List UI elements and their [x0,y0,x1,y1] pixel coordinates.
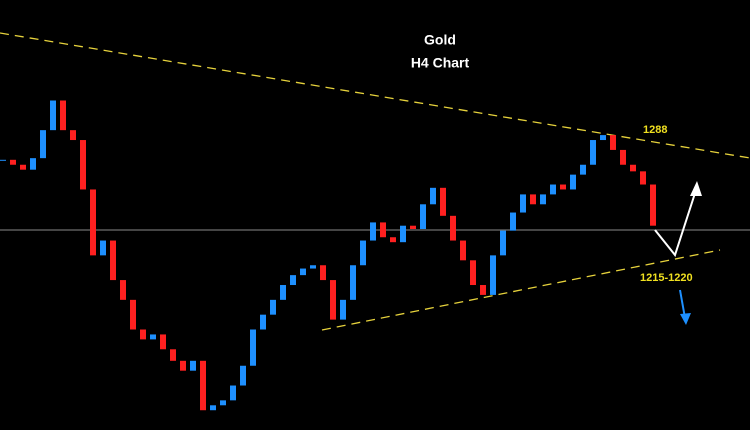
candle-body [450,215,456,241]
candle-body [440,187,446,216]
candle-body [620,149,626,165]
up-arrow [654,186,698,258]
candle-body [530,194,536,205]
candle-body [290,275,296,286]
candle-body [400,225,406,243]
candle-body [10,159,16,165]
candle-body [180,360,186,371]
candle-body [260,314,266,330]
candle-body [340,299,346,320]
chart-subtitle: H4 Chart [411,55,470,71]
candle-body [160,334,166,350]
candle-body [390,237,396,243]
up-arrow-head [690,181,702,196]
candle-body [430,187,436,205]
candle-body [60,100,66,131]
candle-body [500,230,506,256]
candle-body [130,299,136,330]
down-arrow [679,289,686,319]
chart-title: Gold [424,32,456,48]
candle-body [570,174,576,190]
candles [0,100,656,411]
candle-body [210,405,216,411]
candle-body [80,140,86,190]
candle-body [50,100,56,131]
down-arrow-head [680,313,691,325]
candle-body [200,360,206,411]
candle-body [140,329,146,340]
candle-body [190,360,196,371]
candle-body [600,135,606,141]
level-label: 1288 [643,124,667,136]
candle-body [330,280,336,320]
candle-body [550,184,556,195]
candle-body [480,285,486,295]
candle-body [630,164,636,172]
candle-body [30,158,36,170]
candle-body [610,135,616,150]
candle-body [150,334,156,340]
candle-body [510,212,516,231]
support-trendline [321,249,721,331]
candle-body [220,400,226,406]
candle-body [280,285,286,300]
candle-body [520,194,526,213]
candle-body [170,349,176,361]
resistance-trendline [0,32,750,159]
candle-body [650,184,656,226]
candle-body [300,268,306,276]
candle-body [40,130,46,159]
candle-body [490,255,496,295]
candle-body [420,204,426,230]
candle-body [90,189,96,256]
candle-body [240,365,246,386]
candle-body [360,240,366,266]
candle-body [120,280,126,300]
candle-body [0,159,6,161]
candle-body [270,299,276,315]
candle-body [110,240,116,281]
candle-body [590,140,596,165]
candle-body [230,385,236,401]
candle-body [20,164,26,170]
candle-body [380,222,386,238]
candle-body [350,265,356,300]
candle-body [470,260,476,286]
candle-body [560,184,566,190]
candle-body [370,222,376,241]
candle-body [540,194,546,205]
candle-body [70,130,76,141]
candle-body [460,240,466,261]
candle-body [250,329,256,366]
candle-body [580,164,586,175]
candle-body [310,265,316,269]
level-label: 1215-1220 [640,272,693,284]
candle-body [640,171,646,185]
candle-body [100,240,106,256]
candle-body [320,265,326,281]
candle-body [410,225,416,230]
